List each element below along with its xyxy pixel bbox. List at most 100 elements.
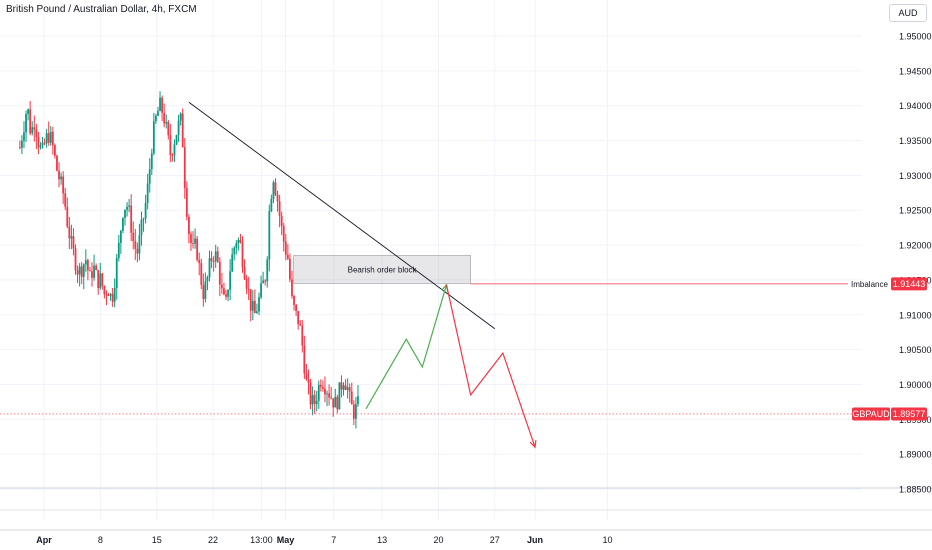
candle: [256, 303, 258, 314]
y-tick-label: 1.91000: [899, 310, 932, 320]
candle: [266, 256, 269, 288]
candle: [165, 114, 168, 129]
bearish-projection: [445, 284, 536, 448]
candle: [289, 253, 291, 283]
candle: [295, 304, 298, 316]
candle: [223, 282, 225, 296]
candle: [253, 289, 256, 314]
price-axis: 1.95000 1.94500 1.94000 1.93500 1.93000 1.925…: [899, 32, 932, 495]
imbalance-label: Imbalance: [851, 280, 888, 289]
imbalance-price-tag: 1.91443: [891, 277, 927, 291]
candle: [144, 194, 147, 224]
candle: [150, 148, 153, 176]
candle: [307, 369, 310, 395]
candle: [344, 379, 347, 391]
candles: [18, 91, 359, 429]
candle: [84, 249, 87, 272]
candle: [155, 113, 157, 124]
candle: [37, 131, 40, 155]
bullish-projection: [365, 284, 448, 410]
candle: [107, 293, 110, 297]
candle: [309, 379, 312, 410]
order-block-label: Bearish order block: [348, 265, 418, 274]
candle: [233, 246, 236, 261]
bearish-projection-arrowhead: [529, 440, 537, 449]
candle: [243, 259, 246, 280]
time-axis: Apr 8 15 22 13:00 May 7 13 20 27 Jun 10: [36, 535, 612, 545]
candle: [119, 229, 122, 254]
candle: [47, 121, 50, 146]
candle: [190, 231, 192, 251]
svg-text:1.89577: 1.89577: [893, 409, 926, 419]
candle: [152, 113, 155, 156]
x-tick-label: 27: [490, 535, 500, 545]
candle: [241, 236, 244, 273]
candle: [33, 115, 36, 142]
candle: [227, 289, 229, 302]
candle: [214, 244, 217, 268]
candle: [297, 310, 300, 330]
x-tick-label: 10: [602, 535, 612, 545]
candle: [350, 382, 353, 405]
y-tick-label: 1.93000: [899, 171, 932, 181]
y-tick-label: 1.93500: [899, 136, 932, 146]
candle: [258, 292, 260, 316]
candle: [183, 137, 186, 199]
chart-title: British Pound / Australian Dollar, 4h, F…: [6, 4, 197, 15]
candle: [352, 400, 355, 426]
candle: [196, 235, 199, 262]
candle: [268, 204, 271, 272]
candle: [91, 262, 93, 287]
candle: [115, 253, 118, 300]
candle: [89, 267, 91, 272]
candle: [163, 103, 166, 128]
candle: [319, 379, 322, 392]
candle: [105, 290, 108, 306]
candle: [111, 287, 114, 307]
candle: [179, 112, 182, 126]
candle: [322, 380, 324, 392]
candle: [313, 390, 316, 414]
x-tick-label: 8: [98, 535, 103, 545]
candle: [311, 386, 314, 416]
candle: [334, 388, 337, 408]
candle: [282, 222, 285, 252]
candle: [346, 378, 349, 399]
candle: [291, 270, 293, 299]
y-tick-label: 1.88500: [899, 485, 932, 495]
x-tick-label: 7: [331, 535, 336, 545]
candle: [45, 128, 48, 148]
candle: [188, 213, 190, 244]
y-tick-label: 1.90000: [899, 380, 932, 390]
svg-text:GBPAUD: GBPAUD: [852, 409, 890, 419]
candle: [293, 294, 295, 311]
order-block-box: [293, 255, 471, 284]
candle: [93, 254, 95, 281]
candle: [82, 263, 85, 290]
svg-text:1.91443: 1.91443: [893, 279, 926, 289]
candle: [39, 142, 42, 150]
currency-button[interactable]: AUD: [889, 4, 927, 22]
candle: [177, 114, 180, 142]
candle: [202, 273, 205, 307]
candle: [130, 194, 133, 242]
y-tick-label: 1.92500: [899, 206, 932, 216]
candle: [305, 363, 308, 381]
candle: [29, 100, 32, 136]
candle: [326, 390, 328, 407]
candle: [169, 124, 172, 163]
candle: [299, 320, 302, 326]
candle: [31, 121, 34, 136]
candle: [338, 382, 341, 410]
candle: [235, 240, 238, 255]
candle: [122, 217, 124, 234]
candle: [354, 396, 357, 429]
y-tick-label: 1.94500: [899, 66, 932, 76]
candle: [72, 228, 75, 256]
candle: [23, 121, 25, 149]
candle: [357, 385, 359, 408]
candle: [128, 198, 131, 213]
candle: [270, 194, 273, 213]
y-tick-label: 1.95000: [899, 32, 932, 42]
